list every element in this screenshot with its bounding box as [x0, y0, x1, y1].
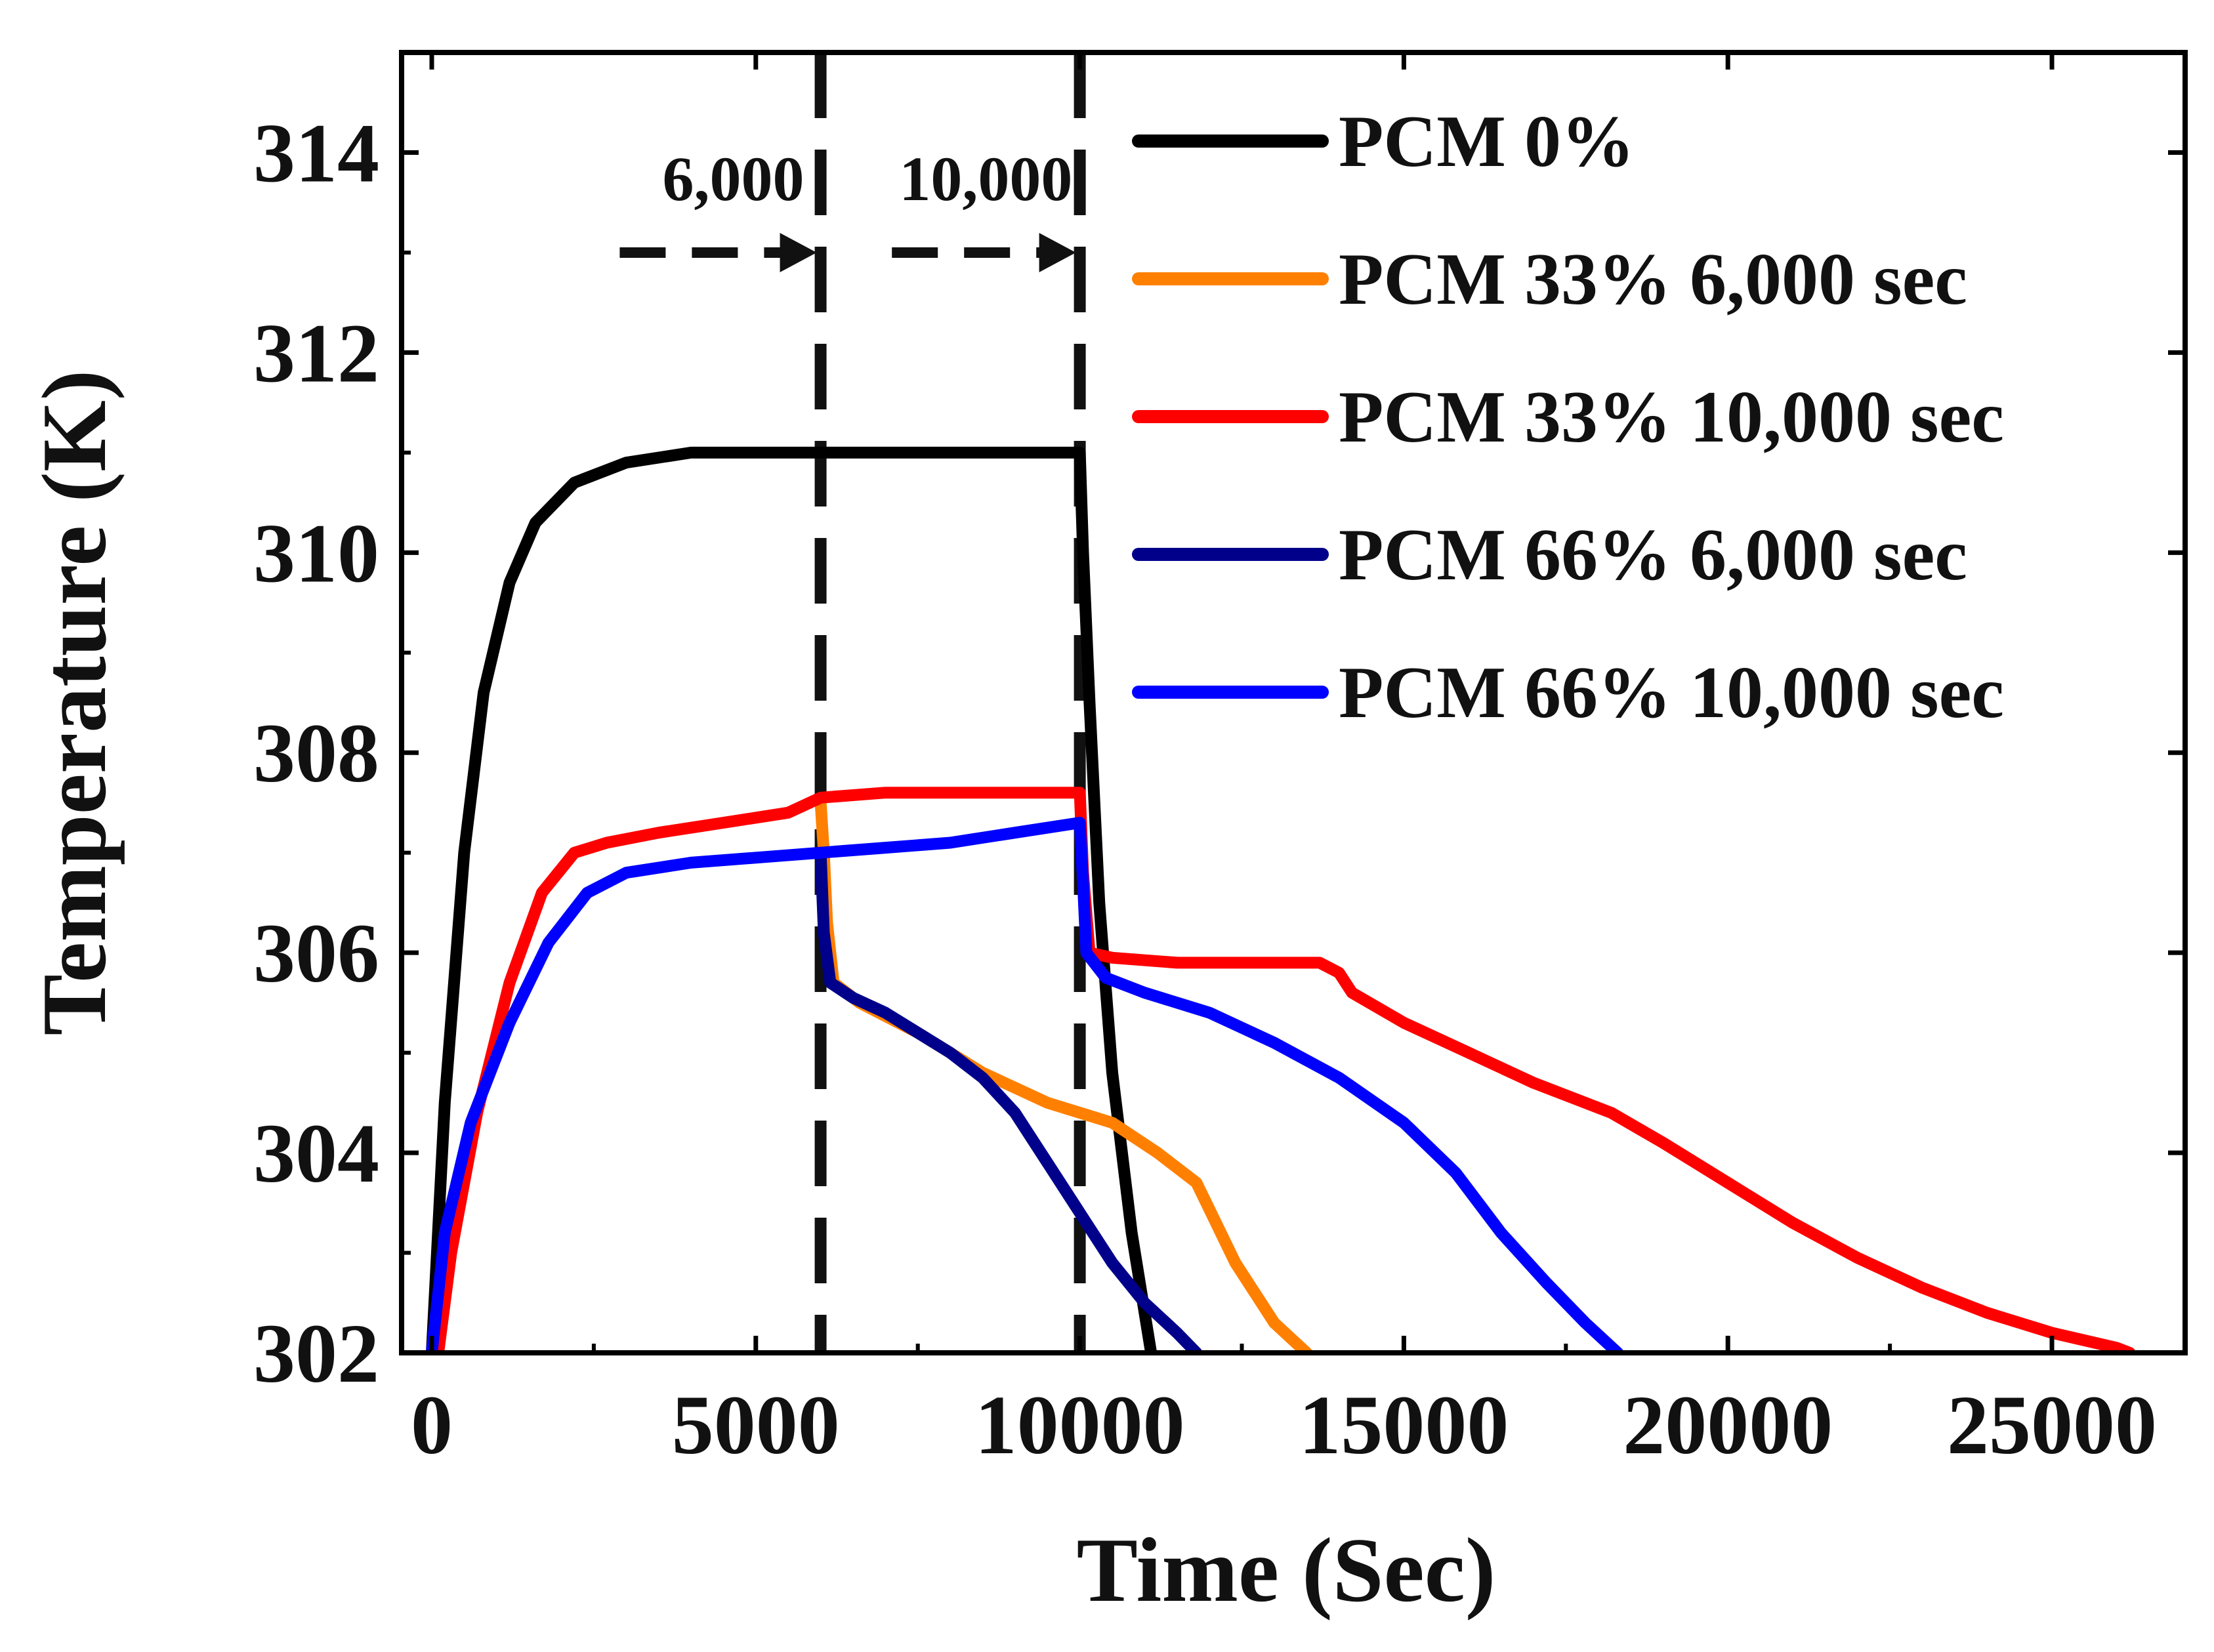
y-tick-label: 310: [253, 506, 379, 600]
legend: PCM 0% PCM 33% 6,000 sec PCM 33% 10,000 se…: [1132, 101, 2004, 733]
y-axis-title: Temperature (K): [24, 370, 125, 1036]
x-axis-title: Time (Sec): [1077, 1519, 1496, 1621]
plot-area-background: [402, 52, 2185, 1353]
x-axis-ticks: 0 5000 10000 15000 20000 25000: [411, 52, 2157, 1472]
series-line: [426, 446, 1158, 1353]
x-tick-label: 10000: [975, 1378, 1185, 1472]
y-tick-label: 314: [253, 106, 379, 199]
legend-label: PCM 33% 10,000 sec: [1339, 377, 2004, 458]
legend-label: PCM 0%: [1339, 101, 1635, 182]
reference-lines: [814, 52, 1086, 1353]
x-tick-label: 15000: [1299, 1378, 1509, 1472]
series-line: [426, 817, 1624, 1353]
x-tick-label: 25000: [1947, 1378, 2157, 1472]
x-tick-label: 5000: [672, 1378, 840, 1472]
y-tick-label: 302: [253, 1307, 379, 1400]
y-tick-label: 312: [253, 306, 379, 400]
annotation-arrow-head: [1039, 232, 1076, 272]
series-line: [814, 846, 1203, 1353]
legend-label: PCM 33% 6,000 sec: [1339, 239, 1967, 320]
legend-label: PCM 66% 10,000 sec: [1339, 652, 2004, 733]
x-tick-label: 20000: [1623, 1378, 1833, 1472]
legend-label: PCM 66% 6,000 sec: [1339, 514, 1967, 596]
annotations: 6,000 10,000: [619, 144, 1076, 272]
y-tick-label: 308: [253, 707, 379, 800]
plot-frame: [399, 50, 2188, 1355]
y-tick-label: 306: [253, 907, 379, 1000]
annotation-label: 6,000: [662, 144, 804, 214]
y-axis-ticks: 302 304 306 308 310 312 314: [253, 106, 2185, 1400]
x-tick-label: 0: [411, 1378, 453, 1472]
annotation-label: 10,000: [899, 144, 1072, 214]
y-tick-label: 304: [253, 1107, 379, 1200]
annotation-arrow-head: [780, 232, 817, 272]
series-line: [432, 787, 2136, 1353]
series-lines: [426, 446, 2136, 1353]
